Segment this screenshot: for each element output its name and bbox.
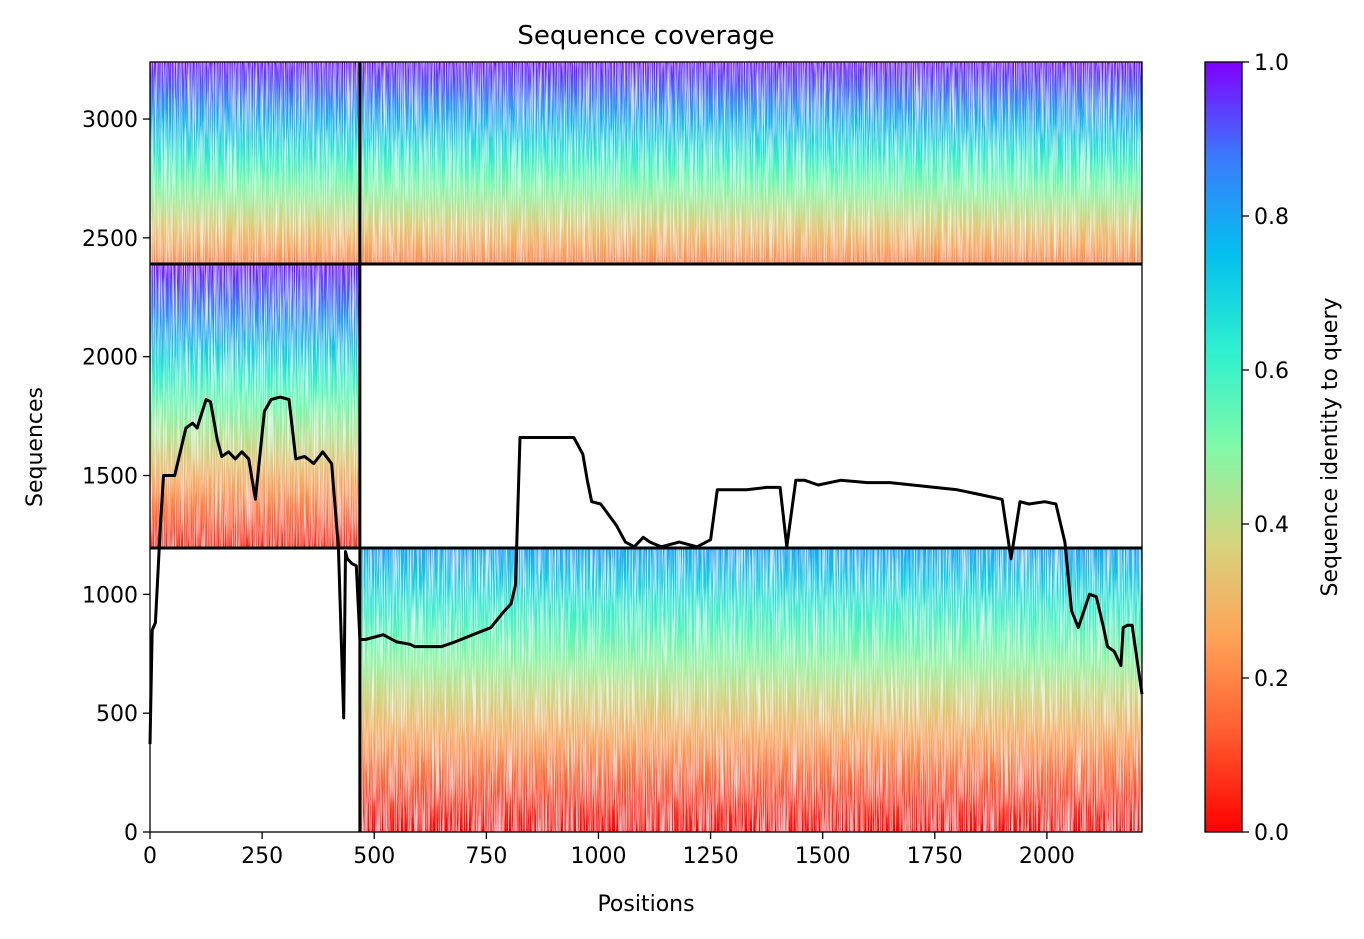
chain-boundaries	[150, 62, 1142, 832]
x-tick-label: 750	[465, 844, 507, 869]
y-axis-label: Sequences	[23, 387, 48, 507]
y-tick-label: 3000	[82, 108, 138, 133]
y-axis: 0 500 1000 1500 2000 2500 3000	[82, 108, 150, 846]
x-tick-label: 1000	[570, 844, 626, 869]
plot-frame	[149, 61, 1143, 833]
colorbar	[1204, 61, 1243, 833]
y-tick-label: 500	[96, 702, 138, 727]
y-tick-label: 2500	[82, 227, 138, 252]
x-axis-label: Positions	[597, 892, 694, 917]
colorbar-label: Sequence identity to query	[1318, 297, 1343, 596]
colorbar-tick-label: 0.8	[1254, 205, 1289, 230]
coverage-block	[359, 548, 1142, 832]
heatmap-area	[150, 62, 1142, 832]
colorbar-tick-label: 0.6	[1254, 359, 1289, 384]
coverage-line	[148, 395, 1144, 745]
x-tick-label: 500	[353, 844, 395, 869]
x-tick-label: 1250	[683, 844, 739, 869]
x-tick-label: 0	[143, 844, 157, 869]
x-axis: 0 250 500 750 1000 1250 1500 1750 2000	[143, 832, 1075, 869]
x-tick-label: 1750	[907, 844, 963, 869]
chart-title: Sequence coverage	[517, 21, 774, 51]
colorbar-tick-label: 0.4	[1254, 513, 1289, 538]
colorbar-tick-label: 0.0	[1254, 821, 1289, 846]
y-tick-label: 1000	[82, 583, 138, 608]
coverage-block	[150, 62, 360, 265]
colorbar-tick-label: 1.0	[1254, 51, 1289, 76]
colorbar-tick-label: 0.2	[1254, 667, 1289, 692]
coverage-block	[359, 62, 1142, 265]
x-tick-label: 1500	[795, 844, 851, 869]
x-tick-label: 2000	[1019, 844, 1075, 869]
coverage-block	[150, 264, 360, 549]
y-tick-label: 1500	[82, 465, 138, 490]
colorbar-axis: 0.0 0.2 0.4 0.6 0.8 1.0	[1242, 51, 1289, 846]
y-tick-label: 0	[124, 821, 138, 846]
x-tick-label: 250	[241, 844, 283, 869]
y-tick-label: 2000	[82, 346, 138, 371]
